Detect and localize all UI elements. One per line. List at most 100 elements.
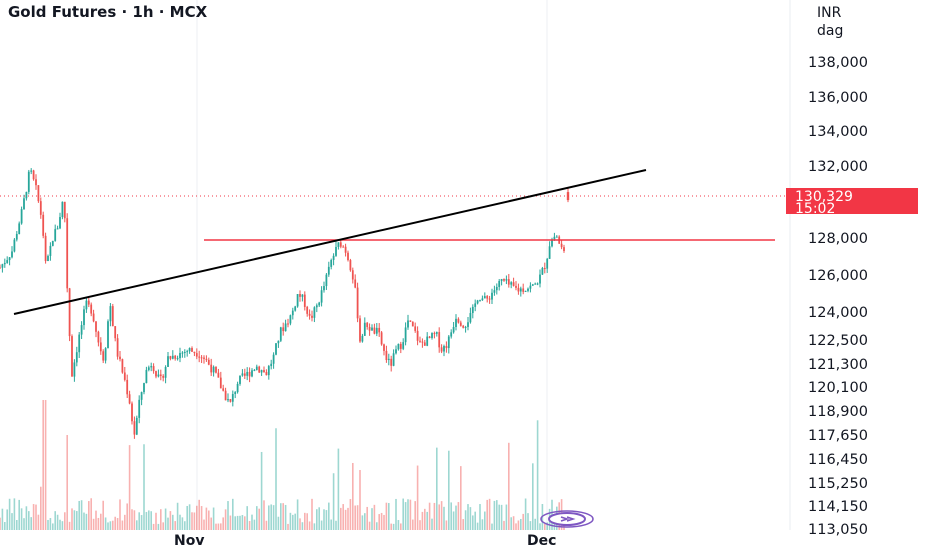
candle-body <box>416 330 419 341</box>
volume-bar <box>104 517 107 530</box>
volume-bar <box>366 506 368 530</box>
candle-body <box>80 325 83 335</box>
candle-body <box>375 327 378 334</box>
candle-body <box>54 229 57 241</box>
volume-bar <box>484 511 486 530</box>
candle-body <box>339 242 342 247</box>
candle-body <box>138 399 141 418</box>
volume-bar <box>287 523 289 530</box>
volume-bar <box>102 500 104 530</box>
y-tick-label: 118,900 <box>808 404 868 420</box>
candle-body <box>428 336 431 338</box>
chart-title: Gold Futures · 1h · MCX <box>8 3 208 21</box>
candle-body <box>315 305 318 308</box>
candle-body <box>390 358 393 366</box>
candle-body <box>104 348 107 361</box>
currency-label: INR <box>817 5 842 21</box>
candle-body <box>488 298 491 300</box>
candle-body <box>30 170 33 172</box>
volume-bar <box>443 506 445 530</box>
candle-body <box>39 201 42 215</box>
volume-bar <box>347 507 349 530</box>
volume-bar <box>76 511 78 530</box>
volume-bar <box>450 502 452 530</box>
volume-bar <box>479 504 481 530</box>
x-tick-nov: Nov <box>174 533 204 549</box>
volume-bar <box>40 486 42 530</box>
y-axis[interactable]: 138,000 136,000 134,000 132,000 128,000 126,0… <box>808 55 868 538</box>
candle-body <box>198 356 201 358</box>
candle-body <box>215 366 217 373</box>
candle-body <box>474 303 477 307</box>
candle-body <box>560 243 563 248</box>
candle-body <box>270 363 273 367</box>
volume-bar <box>424 508 426 530</box>
volume-bar <box>25 506 28 530</box>
candle-body <box>78 334 81 353</box>
volume-bar <box>426 511 428 530</box>
volume-bar <box>421 511 424 530</box>
volume-bar <box>416 465 419 530</box>
volume-bar <box>536 420 539 530</box>
volume-bar <box>208 510 210 530</box>
volume-bar <box>428 502 431 530</box>
volume-bar <box>503 520 505 530</box>
volume-bar <box>224 509 227 530</box>
volume-bar <box>184 521 186 530</box>
volume-bar <box>97 517 100 530</box>
volume-bar <box>200 506 203 530</box>
candle-body <box>42 214 45 236</box>
candle-body <box>3 262 6 265</box>
replay-icon[interactable] <box>540 510 594 528</box>
volume-bar <box>92 518 95 530</box>
volume-bar <box>320 520 323 530</box>
volume-bar <box>452 511 455 530</box>
candle-body <box>524 290 527 292</box>
volume-bar <box>88 501 90 530</box>
y-tick-label: 117,650 <box>808 428 868 444</box>
y-tick-label: 124,000 <box>808 305 868 321</box>
volume-bar <box>371 508 373 530</box>
volume-bar <box>16 520 18 530</box>
volume-bar <box>546 522 548 530</box>
candle-body <box>438 332 441 348</box>
candle-body <box>469 313 472 323</box>
candle-body <box>354 279 357 288</box>
candle-body <box>423 342 426 346</box>
candle-body <box>318 302 321 306</box>
candle-body <box>452 326 455 333</box>
candle-body <box>548 246 551 259</box>
candle-body <box>71 336 73 377</box>
trendline[interactable] <box>13 169 647 315</box>
candle-body <box>1 264 4 268</box>
candle-body <box>284 323 287 332</box>
volume-bar <box>73 510 76 530</box>
volume-bar <box>337 448 340 530</box>
candle-body <box>205 358 208 360</box>
candle-body <box>294 306 297 311</box>
candle-body <box>457 318 460 323</box>
y-tick-label: 136,000 <box>808 90 868 106</box>
volume-bar <box>515 523 517 530</box>
candle-body <box>47 255 49 262</box>
volume-bar <box>472 515 474 530</box>
volume-bar <box>407 499 409 530</box>
candle-body <box>371 327 373 331</box>
volume-bar <box>304 512 306 530</box>
volume-bar <box>210 517 212 530</box>
candle-body <box>327 266 330 275</box>
candle-body <box>61 201 64 218</box>
candle-body <box>313 307 316 318</box>
volume-bar <box>284 504 287 530</box>
candle-body <box>131 403 133 422</box>
volume-bar <box>390 523 392 530</box>
y-tick-label: 116,450 <box>808 452 868 468</box>
candle-body <box>363 322 366 336</box>
candle-body <box>450 332 453 337</box>
candle-body <box>8 257 11 261</box>
candle-body <box>443 346 445 352</box>
candle-body <box>536 283 539 285</box>
volume-bar <box>383 514 385 530</box>
volume-bar <box>179 514 181 530</box>
